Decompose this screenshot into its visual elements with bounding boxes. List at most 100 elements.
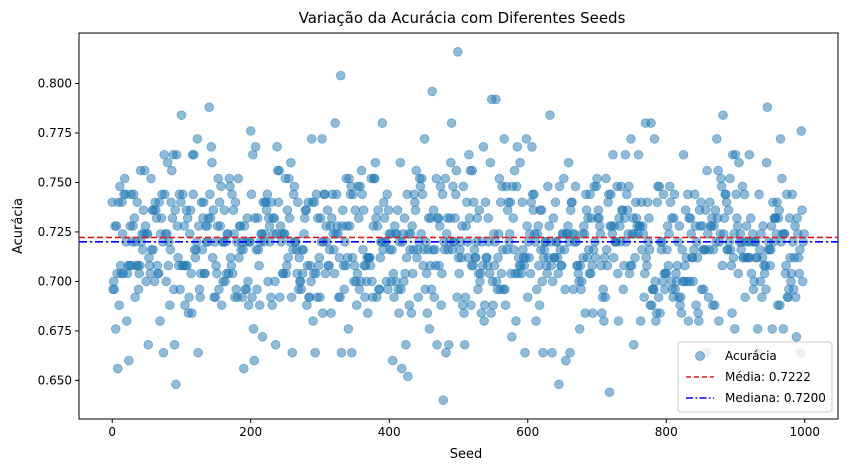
scatter-point [162,157,173,168]
scatter-point [452,292,462,303]
scatter-point [796,126,807,136]
scatter-point [590,252,601,263]
scatter-point [355,181,365,192]
scatter-point [718,110,728,120]
scatter-point [206,142,217,152]
scatter-point [421,268,432,279]
scatter-point [618,284,629,295]
scatter-point [794,268,805,279]
scatter-point [435,221,445,231]
scatter-point [205,213,216,223]
scatter-point [574,324,585,334]
scatter-point [522,292,533,303]
scatter-point [493,229,504,239]
scatter-point [675,292,686,303]
scatter-point [737,181,748,192]
scatter-point [354,284,365,295]
scatter-point [469,244,480,255]
scatter-point [669,189,680,200]
scatter-point [293,197,303,208]
scatter-point [604,387,615,398]
scatter-point [641,252,651,263]
scatter-point [434,260,444,271]
scatter-point [119,173,130,184]
scatter-point [653,292,664,303]
x-axis-ticks: 0 200 400 600 800 1000 [108,419,820,439]
scatter-point [395,157,406,168]
scatter-point [461,221,471,231]
scatter-point [170,205,181,215]
scatter-point [508,213,519,223]
x-tick-label: 200 [239,425,262,439]
scatter-point [396,363,407,374]
scatter-point [547,347,557,358]
scatter-point [403,371,413,382]
scatter-point [594,221,605,231]
scatter-point [451,165,462,176]
scatter-point [272,142,282,152]
scatter-point [210,292,221,303]
scatter-point [517,197,528,208]
scatter-point [176,110,187,120]
scatter-point [128,221,138,231]
scatter-point [600,292,611,303]
scatter-point [709,221,719,231]
scatter-point [340,260,351,271]
y-tick-label: 0.750 [38,175,72,189]
y-tick-label: 0.650 [38,373,72,387]
scatter-point [192,134,203,144]
scatter-point [281,268,291,279]
scatter-point [108,276,119,287]
scatter-point [151,205,161,215]
scatter-point [370,157,381,168]
scatter-point [488,300,498,310]
scatter-point [567,197,577,208]
scatter-point [250,142,261,152]
scatter-point [731,189,741,200]
scatter-point [133,284,144,295]
scatter-point [550,197,561,208]
scatter-point [416,229,426,239]
scatter-point [716,173,726,184]
scatter-point [642,260,652,271]
scatter-point [502,205,513,215]
scatter-point [639,268,650,279]
scatter-point [254,260,264,271]
legend-label-median: Mediana: 0.7200 [725,391,826,405]
scatter-point [394,308,404,318]
scatter-point [239,363,249,374]
scatter-point [546,260,557,271]
scatter-point [511,181,522,192]
scatter-point [500,300,511,310]
scatter-point [214,197,225,208]
scatter-point [309,197,320,208]
scatter-point [148,244,158,255]
scatter-point [468,197,479,208]
scatter-point [338,205,348,215]
scatter-point [468,260,478,271]
scatter-point [791,332,802,342]
scatter-point [533,221,543,231]
scatter-point [565,347,575,358]
scatter-point [166,165,177,176]
scatter-point [438,395,449,405]
scatter-point [509,244,519,255]
scatter-point [754,189,764,200]
scatter-point [599,316,609,326]
scatter-point [302,300,312,310]
scatter-point [431,173,442,184]
scatter-point [674,221,685,231]
scatter-point [459,308,469,318]
scatter-point [298,244,309,255]
legend-label-mean: Média: 0.7222 [725,370,811,384]
scatter-point [284,173,294,184]
scatter-point [464,149,474,160]
scatter-point [500,284,510,295]
scatter-point [799,229,809,239]
scatter-point [644,244,655,255]
scatter-point [615,221,625,231]
scatter-point [778,324,789,334]
scatter-point [249,355,260,366]
scatter-point [633,149,644,160]
